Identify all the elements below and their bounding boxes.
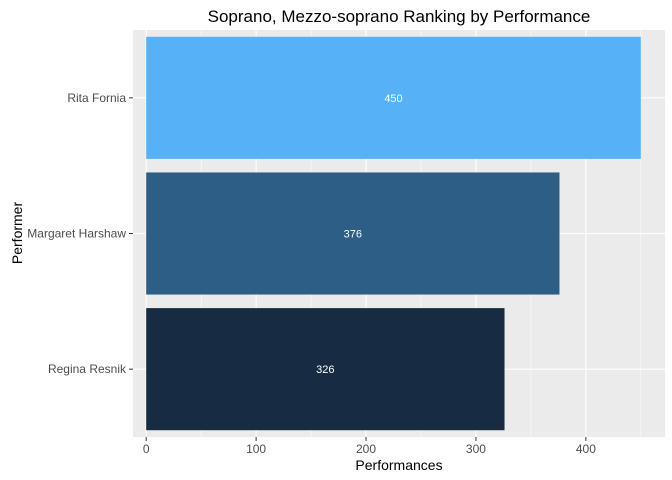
x-tick-label: 0 <box>143 442 150 456</box>
chart-title: Soprano, Mezzo-soprano Ranking by Perfor… <box>208 7 591 26</box>
x-tick-label: 200 <box>356 442 376 456</box>
y-tick-label: Regina Resnik <box>48 362 127 376</box>
x-tick-label: 400 <box>576 442 596 456</box>
y-tick-label: Rita Fornia <box>67 91 126 105</box>
x-tick-label: 300 <box>466 442 486 456</box>
data-label: 376 <box>344 229 362 241</box>
x-tick-label: 100 <box>246 442 266 456</box>
data-label: 450 <box>384 93 402 105</box>
data-labels: 450 376 326 <box>316 93 403 376</box>
bar-regina-resnik <box>146 308 505 431</box>
bar-margaret-harshaw <box>146 172 560 295</box>
y-tick-label: Margaret Harshaw <box>27 227 126 241</box>
x-axis-title: Performances <box>355 457 442 473</box>
y-axis-title: Performer <box>9 202 25 265</box>
data-label: 326 <box>316 364 334 376</box>
y-axis: Rita Fornia Margaret Harshaw Regina Resnik <box>27 91 133 376</box>
bars <box>146 36 641 431</box>
bar-rita-fornia <box>146 36 641 159</box>
x-axis: 0 100 200 300 400 <box>143 437 596 456</box>
